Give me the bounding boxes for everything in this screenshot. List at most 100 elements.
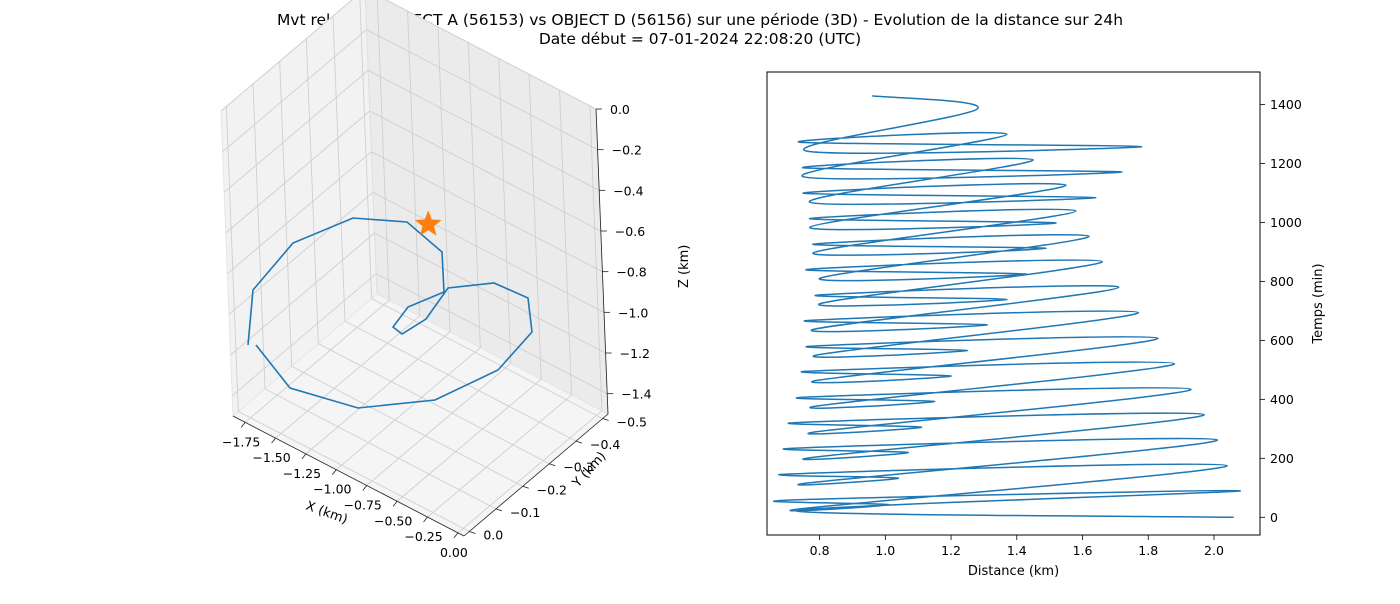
y-tick-label: 600	[1270, 333, 1294, 348]
grid-line-z-left	[230, 232, 375, 356]
x-tick-label: −0.25	[404, 529, 442, 544]
grid-line-y-floor	[318, 343, 550, 465]
y-tick-mark	[575, 440, 583, 444]
grid-line-z-left	[220, 0, 353, 112]
x-tick-label: −0.50	[374, 513, 412, 528]
z-tick-label: −1.4	[621, 387, 651, 402]
y-tick-label: −0.3	[563, 460, 593, 475]
grid-line-x-floor	[427, 394, 572, 518]
grid-line-x-back	[437, 26, 451, 332]
z-tick-label: −0.6	[615, 224, 645, 239]
figure-subtitle: Date début = 07-01-2024 22:08:20 (UTC)	[539, 30, 861, 48]
x-tick-label: 1.8	[1138, 543, 1158, 558]
x-tick-mark	[240, 422, 246, 428]
x-axis-line	[232, 415, 465, 537]
grid-line-y-left	[359, 0, 373, 299]
y-tick-label: 1200	[1270, 156, 1302, 171]
grid-line-y-left	[305, 38, 319, 344]
grid-3d	[220, 0, 608, 534]
grid-line-z-back	[366, 29, 598, 151]
grid-line-y-floor	[238, 411, 470, 532]
x-tick-label: −1.25	[283, 466, 321, 481]
x-tick-mark	[392, 501, 398, 507]
chart-distance-vs-time: 0.8 1.0 1.2 1.4 1.6 1.8 2.0 0 200 400 600 800 1000 12…	[766, 71, 1326, 579]
grid-line-x-back	[498, 58, 512, 364]
y-axis-line	[463, 413, 609, 537]
grid-line-z-left	[223, 69, 369, 193]
x-tick-mark	[362, 485, 368, 491]
y-tick-mark	[549, 463, 556, 467]
y-tick-label: 400	[1270, 392, 1294, 407]
grid-line-x-floor	[305, 331, 451, 455]
grid-line-x-floor	[396, 378, 542, 502]
grid-line-z-back	[385, 0, 597, 110]
tick-labels-3d: −1.75−1.50−1.25−1.00−0.75−0.50−0.250.00 0…	[222, 102, 652, 560]
x-tick-mark	[423, 516, 428, 523]
y-tick-label: −0.1	[510, 505, 540, 520]
grid-line-x-floor	[336, 347, 481, 471]
grid-line-x-back	[528, 74, 542, 380]
y-axis-label-time: Temps (min)	[1311, 263, 1326, 344]
z-tick-label: −1.0	[618, 305, 648, 320]
grid-line-x-floor	[366, 363, 512, 486]
z-tick-label: −0.8	[616, 265, 646, 280]
grid-line-z-back	[369, 110, 602, 232]
z-tick-label: −0.2	[612, 143, 642, 158]
y-tick-mark	[522, 485, 529, 489]
x-tick-label: 1.2	[941, 543, 961, 558]
y-tick-label: 0.0	[483, 527, 503, 542]
x-tick-label: 0.8	[810, 543, 830, 558]
y-tick-label: 800	[1270, 274, 1294, 289]
z-tick-label: −0.4	[613, 183, 643, 198]
y-tick-label: −0.2	[537, 482, 567, 497]
grid-line-y-left	[225, 106, 239, 412]
grid-line-z-left	[231, 273, 377, 397]
z-tick-label: 0.0	[610, 102, 630, 117]
x-tick-mark	[332, 469, 337, 475]
grid-line-x-back	[407, 11, 421, 317]
x-tick-label: 0.00	[440, 545, 468, 560]
grid-line-y-floor	[264, 388, 497, 510]
x-tick-mark	[271, 437, 276, 444]
grid-line-x-floor	[244, 299, 390, 423]
grid-line-x-back	[376, 0, 390, 301]
grid-line-z-left	[222, 29, 367, 153]
grid-line-x-floor	[457, 410, 603, 534]
x-tick-mark	[453, 532, 459, 539]
grid-line-x-back	[467, 42, 481, 348]
figure-title: Mvt relatif de OBJECT A (56153) vs OBJEC…	[277, 11, 1123, 29]
tick-labels-2d: 0.8 1.0 1.2 1.4 1.6 1.8 2.0 0 200 400 600 800 1000 12…	[810, 97, 1302, 558]
x-tick-label: 1.4	[1007, 543, 1027, 558]
y-tick-mark	[602, 418, 609, 421]
x-tick-label: 1.6	[1073, 543, 1093, 558]
grid-line-x-back	[589, 105, 603, 411]
grid-line-y-floor	[291, 365, 523, 487]
chart-3d-trajectory: −1.75−1.50−1.25−1.00−0.75−0.50−0.250.00 0…	[220, 0, 692, 560]
z-axis-label: Z (km)	[677, 245, 692, 288]
trajectory-line	[247, 217, 533, 409]
grid-line-y-floor	[344, 320, 577, 442]
y-tick-label: −0.5	[617, 415, 647, 430]
y-tick-label: 1400	[1270, 97, 1302, 112]
distance-series-line	[773, 95, 1242, 519]
x-tick-label: −1.50	[252, 450, 290, 465]
y-tick-label: −0.4	[590, 437, 620, 452]
x-tick-label: −1.75	[222, 434, 260, 449]
z-axis-line	[595, 108, 609, 415]
x-tick-mark	[301, 453, 307, 460]
x-tick-label: 1.0	[875, 543, 895, 558]
grid-line-x-back	[559, 90, 572, 396]
grid-line-z-back	[375, 273, 608, 395]
y-tick-label: 0	[1270, 510, 1278, 525]
y-tick-label: 1000	[1270, 215, 1302, 230]
x-tick-label: −1.00	[313, 482, 351, 497]
grid-line-z-back	[367, 69, 600, 191]
grid-line-y-floor	[371, 298, 603, 419]
y-tick-label: 200	[1270, 451, 1294, 466]
grid-line-x-floor	[275, 315, 420, 439]
plot-frame	[766, 71, 1261, 536]
star-marker-icon	[414, 210, 442, 236]
grid-line-z-back	[374, 232, 606, 354]
